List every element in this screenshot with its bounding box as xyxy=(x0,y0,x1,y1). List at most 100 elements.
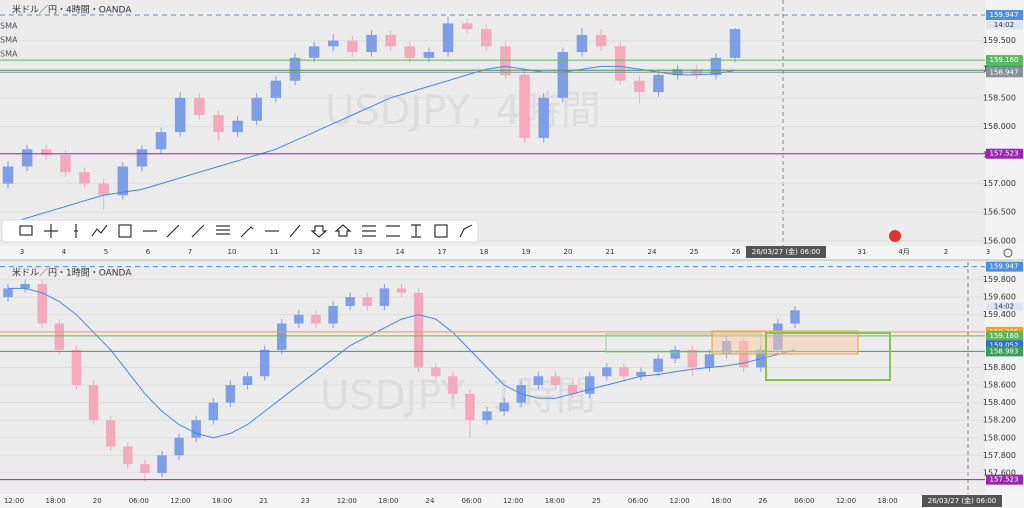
candle-body xyxy=(385,34,396,47)
candle-body xyxy=(232,120,243,133)
candle-body xyxy=(155,132,167,150)
x-tick-label: 12:00 xyxy=(836,497,856,505)
chart-title: 米ドル／円・1時間・OANDA xyxy=(12,267,132,279)
candle-body xyxy=(41,149,52,156)
candle-body xyxy=(465,393,475,421)
candle-body xyxy=(619,367,629,377)
x-tick-label: 21 xyxy=(259,497,268,505)
candle-body xyxy=(396,288,407,293)
tool-icon[interactable] xyxy=(334,224,352,237)
x-tick-label: 12:00 xyxy=(503,497,523,505)
x-tick-label: 12:00 xyxy=(170,497,190,505)
x-tick-label: 12:00 xyxy=(670,497,690,505)
candle-body xyxy=(157,455,167,473)
x-tick-label: 25 xyxy=(690,248,699,256)
toolbar xyxy=(1,219,479,243)
y-tick-label: 156.500 xyxy=(983,208,1016,217)
countdown: 14:02 xyxy=(994,302,1014,310)
tool-icon[interactable] xyxy=(166,224,180,238)
price-tag xyxy=(986,261,1023,272)
price-tag xyxy=(986,148,1023,159)
candle-body xyxy=(98,183,109,196)
tool-icon[interactable] xyxy=(240,226,254,238)
candle-body xyxy=(328,305,338,324)
candle-body xyxy=(461,23,473,30)
crosshair-tag xyxy=(922,495,1002,507)
tool-icon[interactable] xyxy=(362,225,376,237)
crosshair-label: 26/03/27 (金) 06:00 xyxy=(928,496,997,505)
price-tag xyxy=(986,474,1023,485)
indicator-legend: SMA xyxy=(0,36,18,45)
candle-body xyxy=(595,34,607,47)
candle-body xyxy=(790,310,800,324)
price-tag xyxy=(986,346,1023,357)
candle-body xyxy=(500,46,511,75)
x-tick-label: 4 xyxy=(62,248,67,256)
tool-icon[interactable] xyxy=(289,224,301,238)
x-tick-label: 18:00 xyxy=(711,497,731,505)
x-tick-label: 26 xyxy=(732,248,741,256)
candle-body xyxy=(687,349,698,368)
sma-line xyxy=(8,287,796,439)
candle-body xyxy=(54,323,65,350)
candle-body xyxy=(550,376,561,386)
x-tick-label: 11 xyxy=(270,248,279,256)
candle-body xyxy=(347,40,358,53)
candle-body xyxy=(519,74,530,138)
x-tick-label: 18:00 xyxy=(46,497,66,505)
y-tick-label: 158.000 xyxy=(983,122,1016,131)
settings-icon[interactable] xyxy=(1003,248,1013,258)
zone xyxy=(765,332,891,381)
candle-body xyxy=(614,46,626,81)
x-tick-label: 31 xyxy=(858,248,867,256)
tool-icon[interactable] xyxy=(44,224,58,238)
crosshair-tag xyxy=(746,246,826,258)
candle-body xyxy=(2,166,14,184)
candle-body xyxy=(37,283,47,324)
candle-body xyxy=(362,297,372,306)
y-tick-label: 158.600 xyxy=(983,381,1016,390)
tool-icon[interactable] xyxy=(91,224,108,237)
candle-body xyxy=(729,29,741,58)
y-tick-label: 159.400 xyxy=(983,310,1016,319)
x-tick-label: 18:00 xyxy=(212,497,232,505)
price-tag-label: 159.947 xyxy=(990,263,1019,271)
x-tick-label: 26 xyxy=(758,497,767,505)
candle-body xyxy=(60,155,71,173)
candle-body xyxy=(567,385,578,394)
price-tag-label: 158.947 xyxy=(990,68,1019,76)
tool-icon[interactable] xyxy=(118,224,132,238)
tool-icon[interactable] xyxy=(74,224,78,238)
time-axis-bg xyxy=(0,246,1024,260)
indicator-legend: SMA xyxy=(0,50,18,59)
y-tick-label: 156.000 xyxy=(983,236,1016,245)
candle-body xyxy=(259,349,270,377)
tool-icon[interactable] xyxy=(411,224,421,238)
x-tick-label: 25 xyxy=(592,497,601,505)
tool-icon[interactable] xyxy=(216,225,230,235)
tool-icon[interactable] xyxy=(191,224,205,238)
x-tick-label: 10 xyxy=(228,248,237,256)
candle-body xyxy=(431,367,441,377)
candle-body xyxy=(379,288,390,306)
price-tag-label: 159.160 xyxy=(990,332,1019,340)
candle-body xyxy=(481,29,492,47)
price-tag xyxy=(986,330,1023,341)
tool-icon[interactable] xyxy=(459,224,473,238)
x-tick-label: 24 xyxy=(648,248,657,256)
tool-icon[interactable] xyxy=(310,225,328,238)
countdown: 14:02 xyxy=(994,21,1014,29)
tool-icon[interactable] xyxy=(386,225,400,237)
candle-body xyxy=(194,97,205,115)
tool-icon[interactable] xyxy=(434,224,448,238)
tool-icon[interactable] xyxy=(19,225,33,236)
event-flag[interactable] xyxy=(889,230,901,242)
x-tick-label: 18:00 xyxy=(545,497,565,505)
candle-body xyxy=(576,34,588,53)
candle-body xyxy=(413,292,424,368)
x-tick-label: 20 xyxy=(564,248,573,256)
x-tick-label: 19 xyxy=(522,248,531,256)
candle-body xyxy=(294,314,304,324)
x-tick-label: 06:00 xyxy=(462,497,482,505)
